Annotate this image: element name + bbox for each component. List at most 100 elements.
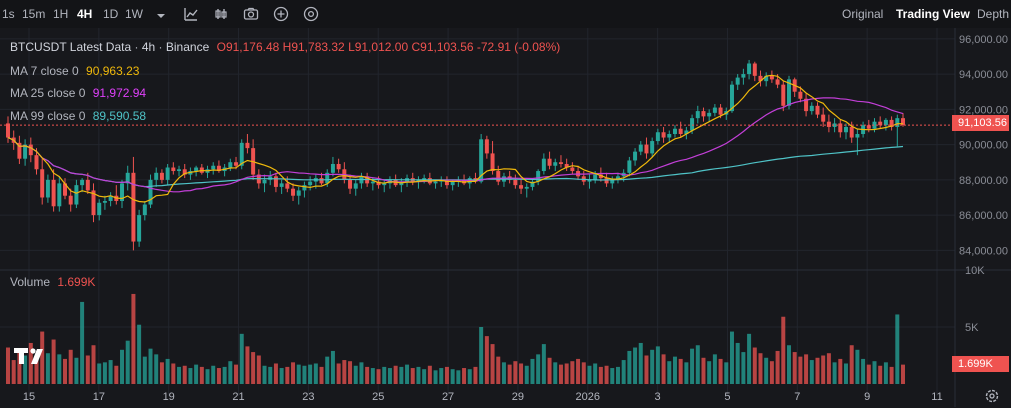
candle-body bbox=[450, 181, 455, 186]
add-icon[interactable] bbox=[272, 5, 290, 23]
ma7-label: MA 7 close 0 bbox=[10, 64, 79, 78]
candle-body bbox=[120, 183, 125, 202]
candle-body bbox=[285, 183, 290, 189]
timeframe-1d[interactable]: 1D bbox=[103, 7, 119, 21]
volume-bar bbox=[627, 350, 632, 384]
chart-settings-icon[interactable] bbox=[985, 389, 999, 403]
volume-bar bbox=[547, 357, 552, 384]
timeframe-1w[interactable]: 1W bbox=[125, 7, 143, 21]
price-axis-label: 96,000.00 bbox=[959, 34, 1008, 46]
volume-bar bbox=[764, 357, 769, 384]
volume-bar bbox=[108, 360, 113, 384]
candle-body bbox=[690, 118, 695, 131]
candle-body bbox=[262, 179, 267, 184]
candle-body bbox=[279, 183, 284, 187]
candle-body bbox=[547, 158, 552, 166]
candle-body bbox=[684, 130, 689, 135]
price-axis-label: 88,000.00 bbox=[959, 175, 1008, 187]
timeframe-1h[interactable]: 1H bbox=[53, 7, 69, 21]
volume-bar bbox=[142, 356, 147, 384]
candle-body bbox=[336, 163, 341, 170]
candle-body bbox=[558, 162, 563, 164]
candle-body bbox=[678, 128, 683, 135]
timeframe-15m[interactable]: 15m bbox=[22, 7, 46, 21]
candle-body bbox=[63, 183, 68, 196]
volume-bar bbox=[17, 352, 22, 384]
price-chart[interactable]: 96,000.00 94,000.00 92,000.00 90,000.00 88,0… bbox=[0, 28, 1011, 407]
volume-bar bbox=[883, 362, 888, 384]
view-depth[interactable]: Depth bbox=[977, 7, 1010, 21]
volume-bar bbox=[23, 355, 28, 384]
candle-body bbox=[644, 144, 649, 154]
candle-body bbox=[228, 162, 233, 168]
candle-body bbox=[68, 195, 73, 205]
candle-body bbox=[838, 123, 843, 133]
candle-body bbox=[6, 123, 10, 138]
volume-bar bbox=[558, 364, 563, 384]
volume-bar bbox=[678, 358, 683, 384]
time-axis-label: 2026 bbox=[576, 391, 600, 403]
volume-axis-label: 5K bbox=[965, 322, 979, 334]
volume-bar bbox=[45, 353, 50, 384]
volume-bar bbox=[593, 363, 598, 384]
price-axis: 96,000.00 94,000.00 92,000.00 90,000.00 88,0… bbox=[959, 34, 1008, 258]
timeframe-4h[interactable]: 4H bbox=[77, 7, 93, 21]
indicator-icon[interactable] bbox=[182, 5, 200, 23]
volume-bar bbox=[63, 358, 68, 384]
candle-body bbox=[97, 202, 102, 216]
volume-bar bbox=[809, 360, 814, 384]
ma7-legend: MA 7 close 0 90,963.23 bbox=[10, 64, 139, 78]
volume-bar bbox=[291, 362, 296, 384]
volume-bar bbox=[182, 365, 187, 384]
candle-body bbox=[519, 185, 524, 189]
compare-icon[interactable] bbox=[212, 5, 230, 23]
volume-bar bbox=[6, 347, 10, 384]
volume-bar bbox=[798, 356, 803, 384]
volume-legend: Volume 1.699K bbox=[10, 275, 95, 289]
tradingview-logo-icon bbox=[14, 346, 44, 368]
time-axis: 15 17 19 21 23 25 27 29 2026 3 5 7 9 11 bbox=[23, 391, 943, 403]
timeframe-1s[interactable]: 1s bbox=[2, 7, 15, 21]
candle-body bbox=[125, 172, 130, 184]
volume-bar bbox=[843, 363, 848, 384]
candle-body bbox=[137, 215, 142, 242]
volume-bar bbox=[741, 352, 746, 384]
candle-body bbox=[108, 195, 113, 202]
settings-icon[interactable] bbox=[302, 5, 320, 23]
candle-body bbox=[370, 181, 375, 184]
volume-bar bbox=[262, 365, 267, 384]
volume-bar bbox=[484, 336, 489, 384]
view-original[interactable]: Original bbox=[842, 7, 884, 21]
ohlc-high: H91,783.32 bbox=[282, 40, 345, 54]
candle-body bbox=[878, 121, 883, 126]
camera-icon[interactable] bbox=[242, 5, 260, 23]
volume-label: Volume bbox=[10, 275, 51, 289]
candle-body bbox=[804, 98, 809, 112]
volume-bar bbox=[832, 362, 837, 384]
volume-bar bbox=[769, 361, 774, 384]
candle-body bbox=[234, 162, 239, 166]
volume-bar bbox=[695, 345, 700, 384]
volume-bar bbox=[610, 368, 615, 384]
candle-body bbox=[17, 142, 22, 159]
candle-body bbox=[707, 112, 712, 117]
volume-axis: 10K 5K bbox=[965, 265, 985, 334]
candle-body bbox=[729, 84, 734, 112]
candle-body bbox=[758, 75, 763, 82]
candle-body bbox=[325, 172, 330, 184]
volume-bar bbox=[194, 364, 199, 384]
view-trading-view[interactable]: Trading View bbox=[896, 7, 970, 21]
volume-bar bbox=[564, 363, 569, 384]
chevron-down-icon[interactable] bbox=[152, 7, 170, 25]
candle-body bbox=[695, 111, 700, 119]
volume-bar bbox=[171, 363, 176, 384]
candle-body bbox=[154, 172, 159, 180]
volume-bar bbox=[752, 347, 757, 384]
volume-bar bbox=[838, 358, 843, 384]
candle-body bbox=[747, 63, 752, 75]
time-axis-label: 9 bbox=[864, 391, 870, 403]
volume-bar bbox=[775, 350, 780, 384]
volume-bar bbox=[621, 360, 626, 384]
volume-bars bbox=[6, 293, 905, 384]
volume-bar bbox=[587, 365, 592, 384]
